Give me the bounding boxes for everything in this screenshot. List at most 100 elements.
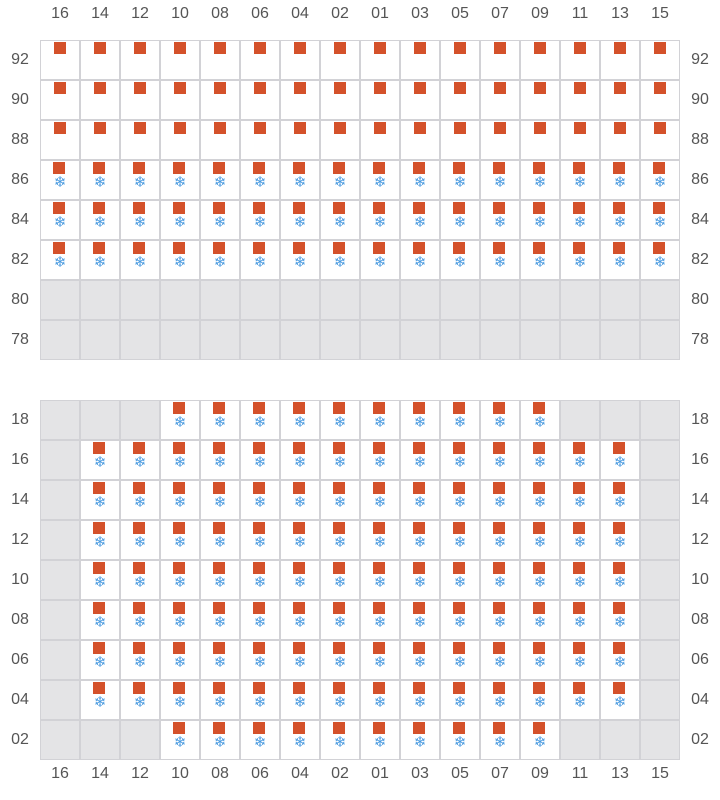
slot-cell[interactable]: [320, 40, 360, 80]
slot-cell[interactable]: ❄: [160, 240, 200, 280]
slot-cell[interactable]: ❄: [480, 160, 520, 200]
slot-cell[interactable]: ❄: [360, 720, 400, 760]
slot-cell[interactable]: ❄: [520, 160, 560, 200]
slot-cell[interactable]: ❄: [440, 720, 480, 760]
slot-cell[interactable]: ❄: [440, 400, 480, 440]
slot-cell[interactable]: ❄: [80, 680, 120, 720]
slot-cell[interactable]: [320, 80, 360, 120]
slot-cell[interactable]: [280, 80, 320, 120]
slot-cell[interactable]: ❄: [200, 560, 240, 600]
slot-cell[interactable]: ❄: [240, 480, 280, 520]
slot-cell[interactable]: ❄: [560, 440, 600, 480]
slot-cell[interactable]: [480, 120, 520, 160]
slot-cell[interactable]: ❄: [360, 480, 400, 520]
slot-cell[interactable]: ❄: [200, 160, 240, 200]
slot-cell[interactable]: ❄: [480, 680, 520, 720]
slot-cell[interactable]: ❄: [560, 680, 600, 720]
slot-cell[interactable]: ❄: [360, 640, 400, 680]
slot-cell[interactable]: ❄: [400, 600, 440, 640]
slot-cell[interactable]: ❄: [80, 520, 120, 560]
slot-cell[interactable]: ❄: [320, 160, 360, 200]
slot-cell[interactable]: ❄: [200, 640, 240, 680]
slot-cell[interactable]: ❄: [240, 600, 280, 640]
slot-cell[interactable]: ❄: [120, 560, 160, 600]
slot-cell[interactable]: ❄: [160, 160, 200, 200]
slot-cell[interactable]: ❄: [520, 440, 560, 480]
slot-cell[interactable]: ❄: [440, 480, 480, 520]
slot-cell[interactable]: ❄: [320, 680, 360, 720]
slot-cell[interactable]: [440, 40, 480, 80]
slot-cell[interactable]: ❄: [80, 240, 120, 280]
slot-cell[interactable]: [160, 80, 200, 120]
slot-cell[interactable]: ❄: [80, 600, 120, 640]
slot-cell[interactable]: ❄: [480, 640, 520, 680]
slot-cell[interactable]: ❄: [160, 600, 200, 640]
slot-cell[interactable]: ❄: [560, 640, 600, 680]
slot-cell[interactable]: ❄: [120, 160, 160, 200]
slot-cell[interactable]: ❄: [240, 720, 280, 760]
slot-cell[interactable]: ❄: [280, 520, 320, 560]
slot-cell[interactable]: [480, 80, 520, 120]
slot-cell[interactable]: ❄: [440, 440, 480, 480]
slot-cell[interactable]: ❄: [40, 240, 80, 280]
slot-cell[interactable]: ❄: [240, 240, 280, 280]
slot-cell[interactable]: ❄: [120, 640, 160, 680]
slot-cell[interactable]: ❄: [560, 520, 600, 560]
slot-cell[interactable]: ❄: [600, 680, 640, 720]
slot-cell[interactable]: [560, 120, 600, 160]
slot-cell[interactable]: ❄: [280, 440, 320, 480]
slot-cell[interactable]: ❄: [240, 560, 280, 600]
slot-cell[interactable]: [40, 40, 80, 80]
slot-cell[interactable]: [360, 40, 400, 80]
slot-cell[interactable]: [640, 80, 680, 120]
slot-cell[interactable]: [80, 40, 120, 80]
slot-cell[interactable]: ❄: [120, 480, 160, 520]
slot-cell[interactable]: ❄: [160, 640, 200, 680]
slot-cell[interactable]: ❄: [200, 240, 240, 280]
slot-cell[interactable]: ❄: [80, 440, 120, 480]
slot-cell[interactable]: [360, 80, 400, 120]
slot-cell[interactable]: ❄: [600, 200, 640, 240]
slot-cell[interactable]: ❄: [600, 560, 640, 600]
slot-cell[interactable]: [560, 40, 600, 80]
slot-cell[interactable]: ❄: [640, 200, 680, 240]
slot-cell[interactable]: ❄: [320, 400, 360, 440]
slot-cell[interactable]: ❄: [440, 520, 480, 560]
slot-cell[interactable]: ❄: [640, 240, 680, 280]
slot-cell[interactable]: ❄: [320, 480, 360, 520]
slot-cell[interactable]: ❄: [440, 560, 480, 600]
slot-cell[interactable]: ❄: [400, 440, 440, 480]
slot-cell[interactable]: ❄: [480, 480, 520, 520]
slot-cell[interactable]: ❄: [240, 680, 280, 720]
slot-cell[interactable]: [600, 120, 640, 160]
slot-cell[interactable]: ❄: [200, 680, 240, 720]
slot-cell[interactable]: ❄: [600, 640, 640, 680]
slot-cell[interactable]: ❄: [480, 560, 520, 600]
slot-cell[interactable]: [120, 80, 160, 120]
slot-cell[interactable]: ❄: [280, 720, 320, 760]
slot-cell[interactable]: ❄: [160, 560, 200, 600]
slot-cell[interactable]: ❄: [400, 480, 440, 520]
slot-cell[interactable]: ❄: [440, 240, 480, 280]
slot-cell[interactable]: ❄: [160, 200, 200, 240]
slot-cell[interactable]: ❄: [280, 200, 320, 240]
slot-cell[interactable]: ❄: [280, 640, 320, 680]
slot-cell[interactable]: ❄: [560, 160, 600, 200]
slot-cell[interactable]: [80, 120, 120, 160]
slot-cell[interactable]: [480, 40, 520, 80]
slot-cell[interactable]: ❄: [80, 200, 120, 240]
slot-cell[interactable]: ❄: [560, 600, 600, 640]
slot-cell[interactable]: ❄: [120, 240, 160, 280]
slot-cell[interactable]: ❄: [400, 640, 440, 680]
slot-cell[interactable]: ❄: [480, 200, 520, 240]
slot-cell[interactable]: ❄: [480, 440, 520, 480]
slot-cell[interactable]: ❄: [320, 520, 360, 560]
slot-cell[interactable]: ❄: [320, 640, 360, 680]
slot-cell[interactable]: [120, 40, 160, 80]
slot-cell[interactable]: [160, 40, 200, 80]
slot-cell[interactable]: ❄: [440, 600, 480, 640]
slot-cell[interactable]: ❄: [440, 160, 480, 200]
slot-cell[interactable]: ❄: [520, 200, 560, 240]
slot-cell[interactable]: ❄: [320, 200, 360, 240]
slot-cell[interactable]: ❄: [520, 240, 560, 280]
